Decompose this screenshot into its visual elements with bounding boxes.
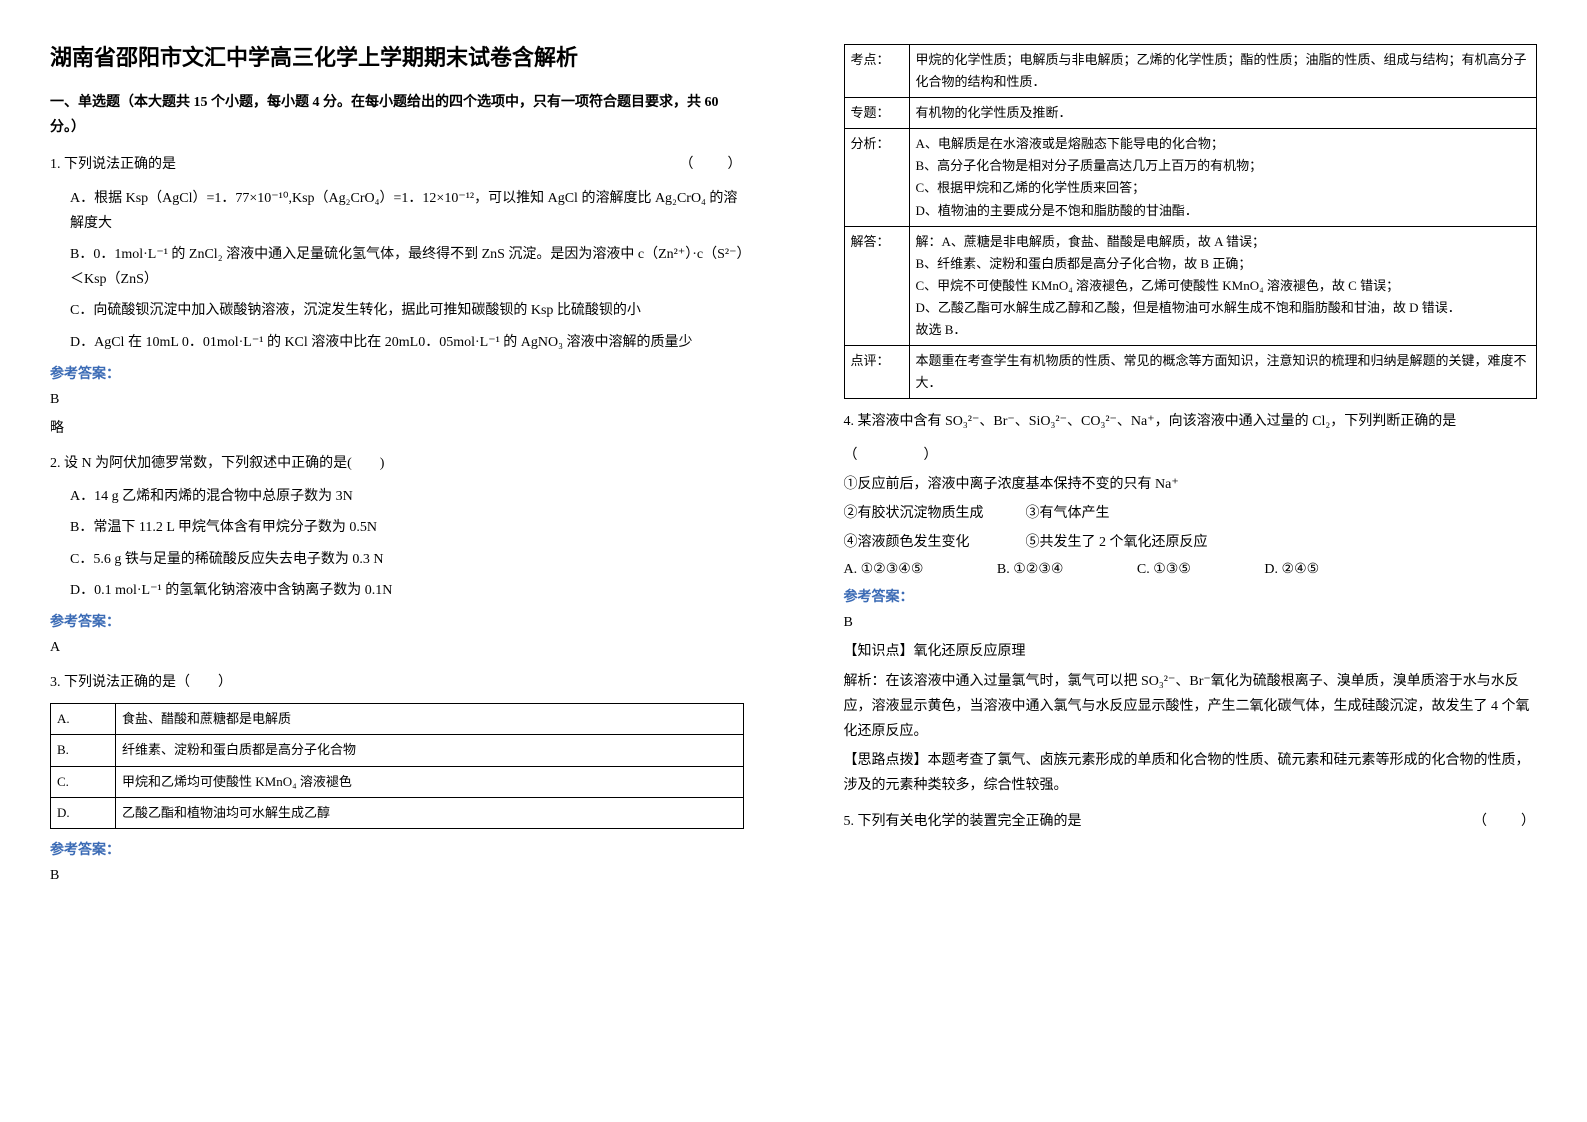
q1-stem-text: 1. 下列说法正确的是 (50, 157, 176, 172)
rt-r4-v: 本题重在考查学生有机物质的性质、常见的概念等方面知识，注意知识的梳理和归纳是解题… (909, 346, 1537, 399)
rt-r1-k: 专题： (844, 98, 909, 129)
q2-optD: D．0.1 mol·L⁻¹ 的氢氧化钠溶液中含钠离子数为 0.1N (70, 578, 744, 603)
q3-stem: 3. 下列说法正确的是（ ） (50, 670, 744, 695)
q1-answer-label: 参考答案： (50, 363, 744, 383)
q1-optB: B．0．1mol·L⁻¹ 的 ZnCl₂ 溶液中通入足量硫化氢气体，最终得不到 … (70, 242, 744, 292)
table-row: A. 食盐、醋酸和蔗糖都是电解质 (51, 704, 744, 735)
q1-stem: 1. 下列说法正确的是 （ ） (50, 152, 744, 177)
q3-rowB-key: B. (51, 735, 116, 766)
table-row: 解答： 解：A、蔗糖是非电解质，食盐、醋酸是电解质，故 A 错误； B、纤维素、… (844, 226, 1537, 345)
q2-answer-label: 参考答案： (50, 611, 744, 631)
q1-optD: D．AgCl 在 10mL 0．01mol·L⁻¹ 的 KCl 溶液中比在 20… (70, 330, 744, 355)
q4-jx2: 【思路点拨】本题考查了氯气、卤族元素形成的单质和化合物的性质、硫元素和硅元素等形… (844, 748, 1538, 798)
table-row: B. 纤维素、淀粉和蛋白质都是高分子化合物 (51, 735, 744, 766)
left-column: 湖南省邵阳市文汇中学高三化学上学期期末试卷含解析 一、单选题（本大题共 15 个… (0, 0, 794, 1122)
rt-r2-v: A、电解质是在水溶液或是熔融态下能导电的化合物； B、高分子化合物是相对分子质量… (909, 129, 1537, 226)
rt-r2-k: 分析： (844, 129, 909, 226)
table-row: 点评： 本题重在考查学生有机物质的性质、常见的概念等方面知识，注意知识的梳理和归… (844, 346, 1537, 399)
table-row: 专题： 有机物的化学性质及推断． (844, 98, 1537, 129)
q2-optA: A．14 g 乙烯和丙烯的混合物中总原子数为 3N (70, 484, 744, 509)
q1-paren: （ ） (680, 152, 744, 177)
q4-s2: ②有胶状沉淀物质生成 ③有气体产生 (844, 501, 1538, 526)
q4-stem: 4. 某溶液中含有 SO₃²⁻、Br⁻、SiO₃²⁻、CO₃²⁻、Na⁺，向该溶… (844, 409, 1538, 434)
q5-stem-text: 5. 下列有关电化学的装置完全正确的是 (844, 814, 1082, 829)
section-header: 一、单选题（本大题共 15 个小题，每小题 4 分。在每小题给出的四个选项中，只… (50, 90, 744, 140)
rt-r4-k: 点评： (844, 346, 909, 399)
analysis-table: 考点： 甲烷的化学性质；电解质与非电解质；乙烯的化学性质；酯的性质；油脂的性质、… (844, 44, 1538, 399)
q3-rowB-val: 纤维素、淀粉和蛋白质都是高分子化合物 (116, 735, 744, 766)
rt-r1-v: 有机物的化学性质及推断． (909, 98, 1537, 129)
q4-optB: B. ①②③④ (997, 561, 1064, 578)
q3-options-table: A. 食盐、醋酸和蔗糖都是电解质 B. 纤维素、淀粉和蛋白质都是高分子化合物 C… (50, 703, 744, 828)
q5-paren: （ ） (1473, 809, 1537, 834)
table-row: 分析： A、电解质是在水溶液或是熔融态下能导电的化合物； B、高分子化合物是相对… (844, 129, 1537, 226)
q2-optB: B．常温下 11.2 L 甲烷气体含有甲烷分子数为 0.5N (70, 515, 744, 540)
q3-rowD-key: D. (51, 797, 116, 828)
q4-kp: 【知识点】氧化还原反应原理 (844, 639, 1538, 664)
q4-optD: D. ②④⑤ (1264, 561, 1319, 578)
rt-r0-v: 甲烷的化学性质；电解质与非电解质；乙烯的化学性质；酯的性质；油脂的性质、组成与结… (909, 45, 1537, 98)
q1-extra: 略 (50, 416, 744, 441)
q4-optC: C. ①③⑤ (1137, 561, 1191, 578)
rt-r3-v: 解：A、蔗糖是非电解质，食盐、醋酸是电解质，故 A 错误； B、纤维素、淀粉和蛋… (909, 226, 1537, 345)
q1-answer: B (50, 387, 744, 412)
q3-answer: B (50, 863, 744, 888)
q5-stem: 5. 下列有关电化学的装置完全正确的是 （ ） (844, 809, 1538, 834)
q3-rowC-val: 甲烷和乙烯均可使酸性 KMnO₄ 溶液褪色 (116, 766, 744, 797)
q4-s1: ①反应前后，溶液中离子浓度基本保持不变的只有 Na⁺ (844, 472, 1538, 497)
table-row: 考点： 甲烷的化学性质；电解质与非电解质；乙烯的化学性质；酯的性质；油脂的性质、… (844, 45, 1537, 98)
q1-optC: C．向硫酸钡沉淀中加入碳酸钠溶液，沉淀发生转化，据此可推知碳酸钡的 Ksp 比硫… (70, 298, 744, 323)
q4-options: A. ①②③④⑤ B. ①②③④ C. ①③⑤ D. ②④⑤ (844, 561, 1538, 578)
q3-rowA-key: A. (51, 704, 116, 735)
q3-rowA-val: 食盐、醋酸和蔗糖都是电解质 (116, 704, 744, 735)
q4-paren: （ ） (844, 443, 1538, 468)
q1-optA: A．根据 Ksp（AgCl）=1．77×10⁻¹⁰,Ksp（Ag₂CrO₄）=1… (70, 186, 744, 236)
right-column: 考点： 甲烷的化学性质；电解质与非电解质；乙烯的化学性质；酯的性质；油脂的性质、… (794, 0, 1587, 1122)
q4-optA: A. ①②③④⑤ (844, 561, 924, 578)
q3-answer-label: 参考答案： (50, 839, 744, 859)
q2-answer: A (50, 635, 744, 660)
q2-optC: C．5.6 g 铁与足量的稀硫酸反应失去电子数为 0.3 N (70, 547, 744, 572)
q4-jx1: 解析：在该溶液中通入过量氯气时，氯气可以把 SO₃²⁻、Br⁻氧化为硫酸根离子、… (844, 669, 1538, 745)
q3-rowC-key: C. (51, 766, 116, 797)
page-title: 湖南省邵阳市文汇中学高三化学上学期期末试卷含解析 (50, 40, 744, 72)
table-row: C. 甲烷和乙烯均可使酸性 KMnO₄ 溶液褪色 (51, 766, 744, 797)
rt-r3-k: 解答： (844, 226, 909, 345)
table-row: D. 乙酸乙酯和植物油均可水解生成乙醇 (51, 797, 744, 828)
q3-rowD-val: 乙酸乙酯和植物油均可水解生成乙醇 (116, 797, 744, 828)
rt-r0-k: 考点： (844, 45, 909, 98)
q4-answer-label: 参考答案： (844, 586, 1538, 606)
q4-answer: B (844, 610, 1538, 635)
q4-s3: ④溶液颜色发生变化 ⑤共发生了 2 个氧化还原反应 (844, 530, 1538, 555)
q2-stem: 2. 设 N 为阿伏加德罗常数，下列叙述中正确的是( ) (50, 451, 744, 476)
